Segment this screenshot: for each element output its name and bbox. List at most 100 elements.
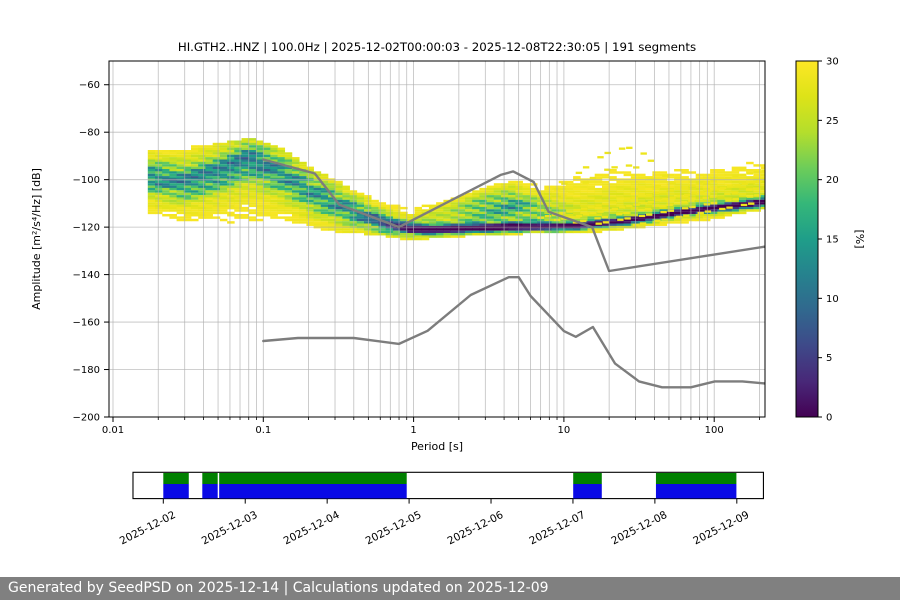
heatmap-cell	[205, 185, 213, 189]
heatmap-cell	[702, 216, 711, 219]
heatmap-cell	[580, 195, 588, 198]
low-percent-cell	[754, 194, 761, 197]
heatmap-cell	[414, 209, 423, 212]
heatmap-cell	[731, 173, 740, 177]
heatmap-cell	[580, 183, 588, 186]
heatmap-cell	[227, 142, 235, 146]
heatmap-cell	[616, 204, 624, 208]
low-percent-cell	[746, 172, 754, 175]
heatmap-cell	[522, 187, 531, 191]
heatmap-cell	[270, 180, 278, 184]
heatmap-cell	[335, 214, 343, 217]
heatmap-cell	[155, 176, 163, 179]
heatmap-cell	[674, 218, 682, 222]
heatmap-cell	[292, 218, 300, 222]
heatmap-cell	[320, 221, 329, 224]
heatmap-cell	[284, 152, 293, 155]
heatmap-cell	[219, 187, 228, 191]
heatmap-cell	[587, 187, 596, 191]
heatmap-cell	[356, 218, 365, 222]
heatmap-cell	[241, 159, 250, 162]
heatmap-cell	[227, 187, 235, 191]
heatmap-cell	[508, 211, 516, 215]
heatmap-cell	[248, 142, 257, 146]
heatmap-cell	[263, 164, 271, 167]
heatmap-cell	[486, 202, 495, 205]
heatmap-cell	[328, 206, 336, 210]
heatmap-cell	[176, 159, 185, 162]
heatmap-cell	[205, 171, 213, 174]
heatmap-cell	[378, 206, 387, 210]
heatmap-cell	[645, 195, 653, 198]
low-percent-cell	[561, 182, 568, 185]
heatmap-cell	[248, 171, 257, 174]
heatmap-cell	[155, 161, 163, 165]
heatmap-cell	[263, 202, 271, 205]
heatmap-cell	[529, 199, 538, 203]
heatmap-cell	[465, 223, 473, 226]
y-tick-label: −140	[73, 270, 100, 281]
heatmap-cell	[191, 159, 199, 162]
heatmap-cell	[443, 223, 451, 226]
heatmap-cell	[364, 197, 372, 200]
heatmap-cell	[479, 216, 487, 219]
heatmap-cell	[609, 214, 617, 217]
heatmap-cell	[313, 218, 322, 222]
low-percent-cell	[753, 187, 760, 190]
heatmap-cell	[270, 202, 278, 205]
low-percent-cell	[676, 195, 683, 198]
heatmap-cell	[551, 192, 560, 196]
heatmap-cell	[659, 185, 668, 189]
heatmap-cell	[292, 164, 300, 167]
heatmap-cell	[666, 192, 675, 196]
low-percent-cell	[582, 166, 590, 169]
heatmap-cell	[234, 161, 242, 165]
heatmap-cell	[421, 221, 430, 224]
heatmap-cell	[248, 154, 257, 158]
heatmap-cell	[284, 166, 293, 170]
heatmap-cell	[162, 180, 170, 184]
heatmap-cell	[241, 145, 250, 148]
heatmap-cell	[227, 159, 235, 162]
heatmap-cell	[364, 206, 372, 210]
heatmap-cell	[443, 221, 451, 224]
heatmap-cell	[378, 230, 387, 234]
heatmap-cell	[666, 218, 675, 222]
heatmap-cell	[724, 183, 733, 186]
low-percent-cell	[638, 214, 646, 218]
heatmap-cell	[155, 204, 163, 208]
heatmap-cell	[515, 195, 523, 198]
heatmap-cell	[255, 199, 264, 203]
heatmap-cell	[674, 202, 682, 205]
heatmap-cell	[587, 202, 596, 205]
heatmap-cell	[609, 187, 617, 191]
heatmap-cell	[501, 223, 509, 226]
low-percent-cell	[732, 198, 739, 201]
heatmap-cell	[169, 169, 177, 172]
heatmap-cell	[205, 214, 213, 217]
heatmap-cell	[371, 209, 379, 212]
heatmap-cell	[760, 204, 765, 208]
heatmap-cell	[335, 192, 343, 196]
heatmap-cell	[738, 197, 747, 200]
heatmap-cell	[284, 192, 293, 196]
heatmap-cell	[724, 204, 733, 208]
x-tick-label: 10	[558, 425, 571, 436]
heatmap-cell	[205, 187, 213, 191]
heatmap-cell	[652, 176, 660, 179]
heatmap-cell	[630, 173, 639, 177]
heatmap-cell	[738, 166, 747, 170]
heatmap-cell	[169, 171, 177, 174]
heatmap-cell	[183, 202, 192, 205]
heatmap-cell	[580, 190, 588, 193]
heatmap-cell	[155, 159, 163, 162]
heatmap-cell	[666, 185, 675, 189]
heatmap-cell	[746, 185, 754, 189]
heatmap-cell	[255, 185, 264, 189]
heatmap-cell	[299, 166, 307, 170]
heatmap-cell	[609, 218, 617, 222]
heatmap-cell	[349, 190, 358, 193]
heatmap-cell	[558, 192, 567, 196]
heatmap-cell	[212, 152, 221, 155]
heatmap-cell	[515, 187, 523, 191]
